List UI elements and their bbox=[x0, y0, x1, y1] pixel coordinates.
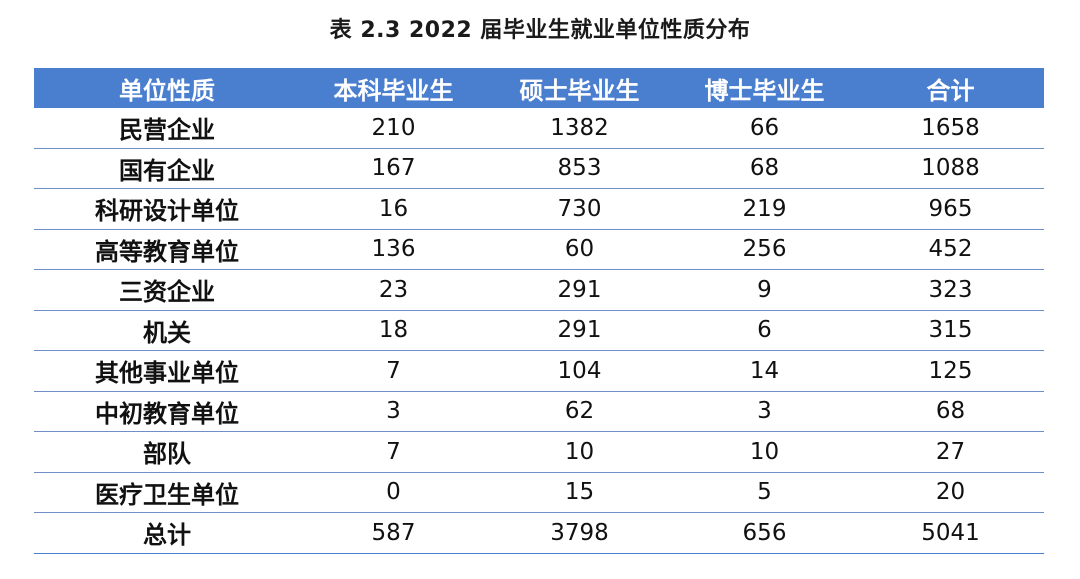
row-label: 国有企业 bbox=[34, 148, 300, 189]
total-cell: 5041 bbox=[857, 512, 1044, 554]
row-label: 中初教育单位 bbox=[34, 391, 300, 432]
header-row: 单位性质 本科毕业生 硕士毕业生 博士毕业生 合计 bbox=[34, 68, 1044, 108]
doctor-cell: 10 bbox=[672, 431, 857, 473]
row-label: 民营企业 bbox=[34, 108, 300, 149]
doctor-cell: 68 bbox=[672, 148, 857, 189]
doctor-cell: 256 bbox=[672, 229, 857, 270]
total-cell: 27 bbox=[857, 431, 1044, 473]
master-cell: 60 bbox=[487, 229, 672, 270]
doctor-cell: 656 bbox=[672, 512, 857, 554]
row-label: 其他事业单位 bbox=[34, 350, 300, 392]
bachelor-cell: 16 bbox=[300, 188, 487, 230]
header-unit-type: 单位性质 bbox=[34, 68, 300, 108]
table-row: 中初教育单位 3 62 3 68 bbox=[34, 391, 1044, 432]
header-doctor: 博士毕业生 bbox=[672, 68, 857, 108]
master-cell: 730 bbox=[487, 188, 672, 230]
doctor-cell: 5 bbox=[672, 472, 857, 513]
total-cell: 68 bbox=[857, 391, 1044, 432]
row-label: 总计 bbox=[34, 512, 300, 554]
row-label: 医疗卫生单位 bbox=[34, 472, 300, 513]
bachelor-cell: 0 bbox=[300, 472, 487, 513]
row-label: 三资企业 bbox=[34, 269, 300, 311]
header-total: 合计 bbox=[857, 68, 1044, 108]
total-cell: 323 bbox=[857, 269, 1044, 311]
doctor-cell: 14 bbox=[672, 350, 857, 392]
total-cell: 20 bbox=[857, 472, 1044, 513]
doctor-cell: 219 bbox=[672, 188, 857, 230]
doctor-cell: 9 bbox=[672, 269, 857, 311]
bachelor-cell: 7 bbox=[300, 350, 487, 392]
row-label: 高等教育单位 bbox=[34, 229, 300, 270]
table-row: 科研设计单位 16 730 219 965 bbox=[34, 188, 1044, 230]
master-cell: 10 bbox=[487, 431, 672, 473]
master-cell: 104 bbox=[487, 350, 672, 392]
master-cell: 291 bbox=[487, 269, 672, 311]
table-row: 机关 18 291 6 315 bbox=[34, 310, 1044, 351]
doctor-cell: 6 bbox=[672, 310, 857, 351]
table-row: 三资企业 23 291 9 323 bbox=[34, 269, 1044, 311]
total-cell: 1088 bbox=[857, 148, 1044, 189]
total-cell: 452 bbox=[857, 229, 1044, 270]
employment-unit-table: 单位性质 本科毕业生 硕士毕业生 博士毕业生 合计 民营企业 210 1382 … bbox=[34, 68, 1044, 554]
master-cell: 62 bbox=[487, 391, 672, 432]
table-row: 高等教育单位 136 60 256 452 bbox=[34, 229, 1044, 270]
total-row: 总计 587 3798 656 5041 bbox=[34, 512, 1044, 554]
master-cell: 1382 bbox=[487, 108, 672, 149]
total-cell: 1658 bbox=[857, 108, 1044, 149]
bachelor-cell: 23 bbox=[300, 269, 487, 311]
total-cell: 125 bbox=[857, 350, 1044, 392]
table-caption: 表 2.3 2022 届毕业生就业单位性质分布 bbox=[329, 18, 751, 43]
table-row: 其他事业单位 7 104 14 125 bbox=[34, 350, 1044, 392]
total-cell: 965 bbox=[857, 188, 1044, 230]
total-cell: 315 bbox=[857, 310, 1044, 351]
header-master: 硕士毕业生 bbox=[487, 68, 672, 108]
header-bachelor: 本科毕业生 bbox=[300, 68, 487, 108]
doctor-cell: 3 bbox=[672, 391, 857, 432]
bachelor-cell: 18 bbox=[300, 310, 487, 351]
table-row: 部队 7 10 10 27 bbox=[34, 431, 1044, 473]
doctor-cell: 66 bbox=[672, 108, 857, 149]
table-row: 医疗卫生单位 0 15 5 20 bbox=[34, 472, 1044, 513]
master-cell: 3798 bbox=[487, 512, 672, 554]
row-label: 部队 bbox=[34, 431, 300, 473]
row-label: 机关 bbox=[34, 310, 300, 351]
bachelor-cell: 167 bbox=[300, 148, 487, 189]
table-row: 民营企业 210 1382 66 1658 bbox=[34, 108, 1044, 149]
bachelor-cell: 136 bbox=[300, 229, 487, 270]
master-cell: 853 bbox=[487, 148, 672, 189]
bachelor-cell: 3 bbox=[300, 391, 487, 432]
bachelor-cell: 587 bbox=[300, 512, 487, 554]
bachelor-cell: 7 bbox=[300, 431, 487, 473]
master-cell: 291 bbox=[487, 310, 672, 351]
table-row: 国有企业 167 853 68 1088 bbox=[34, 148, 1044, 189]
row-label: 科研设计单位 bbox=[34, 188, 300, 230]
bachelor-cell: 210 bbox=[300, 108, 487, 149]
master-cell: 15 bbox=[487, 472, 672, 513]
